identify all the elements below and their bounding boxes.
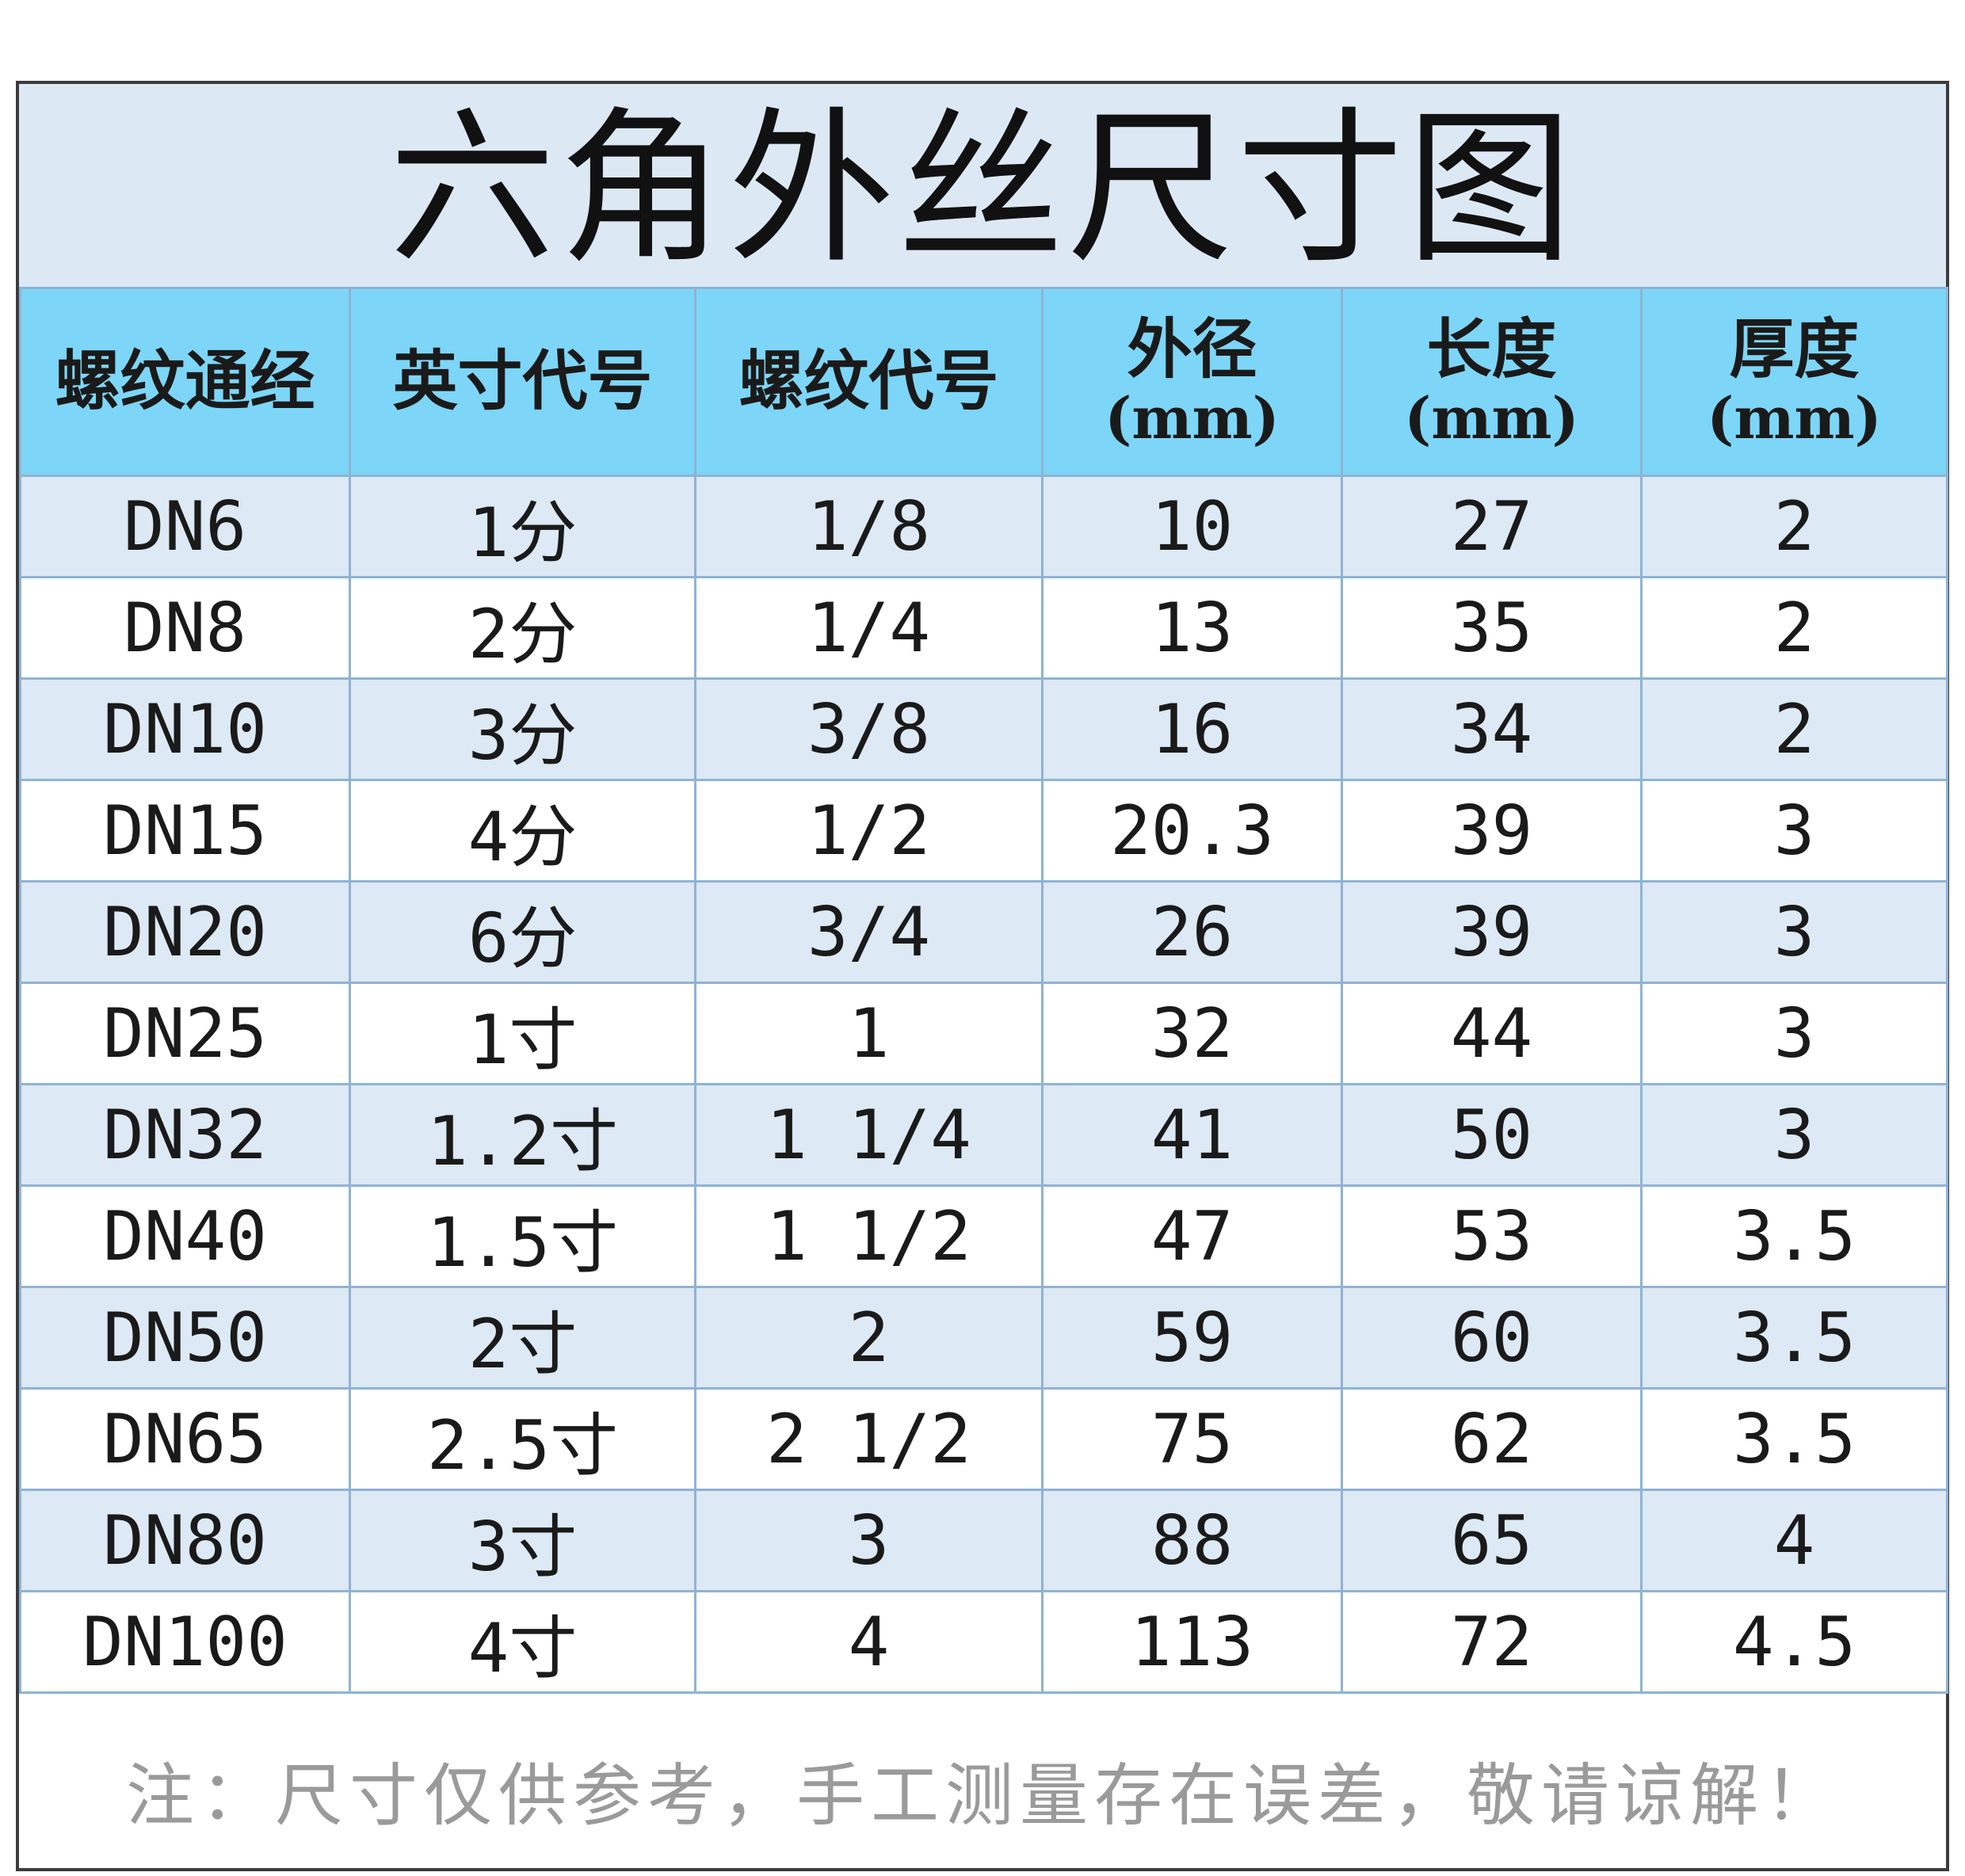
table-row: DN50 2寸 2 59 60 3.5 <box>19 1286 1948 1390</box>
cell-thickness: 3 <box>1640 1083 1948 1187</box>
cell-outer-diameter: 113 <box>1041 1590 1343 1694</box>
cell-inch-code: 2分 <box>349 576 696 680</box>
cell-inch-code: 1寸 <box>349 982 696 1085</box>
table-row: DN40 1.5寸 1 1/2 47 53 3.5 <box>19 1184 1948 1288</box>
cell-thread-code: 3 <box>694 1489 1044 1592</box>
cell-inch-code: 2.5寸 <box>349 1387 696 1491</box>
cell-thickness: 3 <box>1640 880 1948 984</box>
cell-thread-bore: DN8 <box>19 576 351 680</box>
cell-length: 39 <box>1341 779 1643 883</box>
cell-thread-bore: DN80 <box>19 1489 351 1592</box>
cell-length: 27 <box>1341 475 1643 578</box>
cell-inch-code: 4分 <box>349 779 696 883</box>
cell-thickness: 3.5 <box>1640 1286 1948 1390</box>
table-row: DN32 1.2寸 1 1/4 41 50 3 <box>19 1083 1948 1187</box>
cell-thickness: 3 <box>1640 982 1948 1085</box>
cell-outer-diameter: 75 <box>1041 1387 1343 1491</box>
cell-thread-bore: DN6 <box>19 475 351 578</box>
cell-thread-code: 1/2 <box>694 779 1044 883</box>
cell-thread-code: 1/4 <box>694 576 1044 680</box>
cell-thickness: 3.5 <box>1640 1387 1948 1491</box>
cell-inch-code: 6分 <box>349 880 696 984</box>
cell-inch-code: 3寸 <box>349 1489 696 1592</box>
cell-thickness: 4.5 <box>1640 1590 1948 1694</box>
header-thickness: 厚度 (mm) <box>1640 287 1948 477</box>
cell-length: 44 <box>1341 982 1643 1085</box>
cell-thread-code: 2 <box>694 1286 1044 1390</box>
disclaimer-note: 注：尺寸仅供参考，手工测量存在误差，敬请谅解！ <box>126 1756 1839 1836</box>
cell-thread-bore: DN50 <box>19 1286 351 1390</box>
cell-outer-diameter: 32 <box>1041 982 1343 1085</box>
cell-thread-bore: DN100 <box>19 1590 351 1694</box>
title-band: 六角外丝尺寸图 <box>19 84 1946 287</box>
cell-inch-code: 2寸 <box>349 1286 696 1390</box>
cell-thread-bore: DN65 <box>19 1387 351 1491</box>
cell-thread-bore: DN25 <box>19 982 351 1085</box>
cell-thread-bore: DN40 <box>19 1184 351 1288</box>
header-thread-code: 螺纹代号 <box>694 287 1044 477</box>
cell-length: 65 <box>1341 1489 1643 1592</box>
table-row: DN80 3寸 3 88 65 4 <box>19 1489 1948 1592</box>
table-row: DN25 1寸 1 32 44 3 <box>19 982 1948 1085</box>
cell-outer-diameter: 13 <box>1041 576 1343 680</box>
header-inch-code: 英寸代号 <box>349 287 696 477</box>
cell-thread-code: 1 <box>694 982 1044 1085</box>
cell-inch-code: 1.2寸 <box>349 1083 696 1187</box>
cell-outer-diameter: 16 <box>1041 677 1343 781</box>
table-row: DN20 6分 3/4 26 39 3 <box>19 880 1948 984</box>
cell-outer-diameter: 41 <box>1041 1083 1343 1187</box>
cell-length: 35 <box>1341 576 1643 680</box>
header-thread-bore: 螺纹通经 <box>19 287 351 477</box>
cell-thickness: 4 <box>1640 1489 1948 1592</box>
cell-thread-code: 2 1/2 <box>694 1387 1044 1491</box>
header-length: 长度 (mm) <box>1341 287 1643 477</box>
cell-thread-bore: DN20 <box>19 880 351 984</box>
cell-inch-code: 1分 <box>349 475 696 578</box>
cell-outer-diameter: 20.3 <box>1041 779 1343 883</box>
cell-length: 34 <box>1341 677 1643 781</box>
cell-outer-diameter: 10 <box>1041 475 1343 578</box>
table-row: DN100 4寸 4 113 72 4.5 <box>19 1590 1948 1694</box>
cell-inch-code: 3分 <box>349 677 696 781</box>
cell-thread-code: 3/8 <box>694 677 1044 781</box>
table-header-row: 螺纹通经 英寸代号 螺纹代号 外径 (mm) 长度 (mm) 厚度 (mm) <box>19 287 1948 477</box>
cell-thread-code: 1/8 <box>694 475 1044 578</box>
cell-thickness: 2 <box>1640 475 1948 578</box>
cell-outer-diameter: 88 <box>1041 1489 1343 1592</box>
cell-inch-code: 1.5寸 <box>349 1184 696 1288</box>
cell-outer-diameter: 47 <box>1041 1184 1343 1288</box>
cell-outer-diameter: 26 <box>1041 880 1343 984</box>
cell-inch-code: 4寸 <box>349 1590 696 1694</box>
cell-thickness: 2 <box>1640 576 1948 680</box>
cell-outer-diameter: 59 <box>1041 1286 1343 1390</box>
cell-thickness: 2 <box>1640 677 1948 781</box>
size-chart-frame: 六角外丝尺寸图 螺纹通经 英寸代号 螺纹代号 外径 (mm) 长度 (mm) 厚度(… <box>16 81 1949 1871</box>
table-row: DN10 3分 3/8 16 34 2 <box>19 677 1948 781</box>
table-row: DN15 4分 1/2 20.3 39 3 <box>19 779 1948 883</box>
header-outer-diameter: 外径 (mm) <box>1041 287 1343 477</box>
cell-thread-code: 1 1/4 <box>694 1083 1044 1187</box>
table-row: DN8 2分 1/4 13 35 2 <box>19 576 1948 680</box>
cell-length: 39 <box>1341 880 1643 984</box>
cell-thread-bore: DN15 <box>19 779 351 883</box>
cell-thickness: 3 <box>1640 779 1948 883</box>
cell-thread-bore: DN32 <box>19 1083 351 1187</box>
cell-thread-code: 4 <box>694 1590 1044 1694</box>
chart-title: 六角外丝尺寸图 <box>388 92 1576 286</box>
dimension-table: 螺纹通经 英寸代号 螺纹代号 外径 (mm) 长度 (mm) 厚度 (mm) DN6 1… <box>19 287 1948 1694</box>
cell-length: 72 <box>1341 1590 1643 1694</box>
table-row: DN6 1分 1/8 10 27 2 <box>19 475 1948 578</box>
table-row: DN65 2.5寸 2 1/2 75 62 3.5 <box>19 1387 1948 1491</box>
cell-length: 53 <box>1341 1184 1643 1288</box>
cell-thread-code: 3/4 <box>694 880 1044 984</box>
cell-length: 60 <box>1341 1286 1643 1390</box>
cell-thread-code: 1 1/2 <box>694 1184 1044 1288</box>
cell-thread-bore: DN10 <box>19 677 351 781</box>
cell-length: 62 <box>1341 1387 1643 1491</box>
cell-length: 50 <box>1341 1083 1643 1187</box>
cell-thickness: 3.5 <box>1640 1184 1948 1288</box>
